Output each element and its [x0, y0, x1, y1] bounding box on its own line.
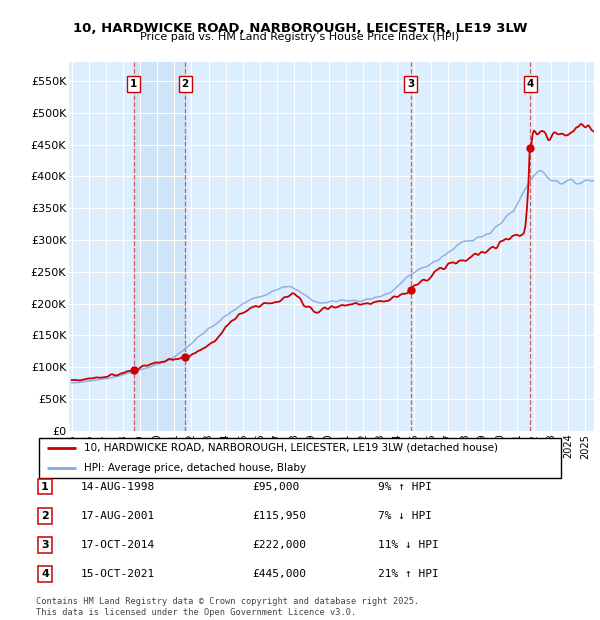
Text: 3: 3 — [41, 540, 49, 550]
Text: 10, HARDWICKE ROAD, NARBOROUGH, LEICESTER, LE19 3LW (detached house): 10, HARDWICKE ROAD, NARBOROUGH, LEICESTE… — [83, 443, 497, 453]
Text: 15-OCT-2021: 15-OCT-2021 — [81, 569, 155, 579]
Text: 2: 2 — [181, 79, 188, 89]
Text: 14-AUG-1998: 14-AUG-1998 — [81, 482, 155, 492]
Text: £95,000: £95,000 — [252, 482, 299, 492]
Text: £445,000: £445,000 — [252, 569, 306, 579]
Text: £222,000: £222,000 — [252, 540, 306, 550]
Text: 4: 4 — [527, 79, 534, 89]
Text: 10, HARDWICKE ROAD, NARBOROUGH, LEICESTER, LE19 3LW: 10, HARDWICKE ROAD, NARBOROUGH, LEICESTE… — [73, 22, 527, 35]
Text: 2: 2 — [41, 511, 49, 521]
Text: 7% ↓ HPI: 7% ↓ HPI — [378, 511, 432, 521]
Text: 4: 4 — [41, 569, 49, 579]
Text: HPI: Average price, detached house, Blaby: HPI: Average price, detached house, Blab… — [83, 463, 305, 474]
Text: £115,950: £115,950 — [252, 511, 306, 521]
Text: 17-OCT-2014: 17-OCT-2014 — [81, 540, 155, 550]
Text: 9% ↑ HPI: 9% ↑ HPI — [378, 482, 432, 492]
Text: 1: 1 — [41, 482, 49, 492]
Text: 17-AUG-2001: 17-AUG-2001 — [81, 511, 155, 521]
Text: Contains HM Land Registry data © Crown copyright and database right 2025.
This d: Contains HM Land Registry data © Crown c… — [36, 598, 419, 617]
Text: Price paid vs. HM Land Registry’s House Price Index (HPI): Price paid vs. HM Land Registry’s House … — [140, 32, 460, 42]
Text: 21% ↑ HPI: 21% ↑ HPI — [378, 569, 439, 579]
Text: 1: 1 — [130, 79, 137, 89]
FancyBboxPatch shape — [38, 438, 562, 478]
Text: 3: 3 — [407, 79, 414, 89]
Text: 11% ↓ HPI: 11% ↓ HPI — [378, 540, 439, 550]
Bar — [134, 62, 185, 431]
